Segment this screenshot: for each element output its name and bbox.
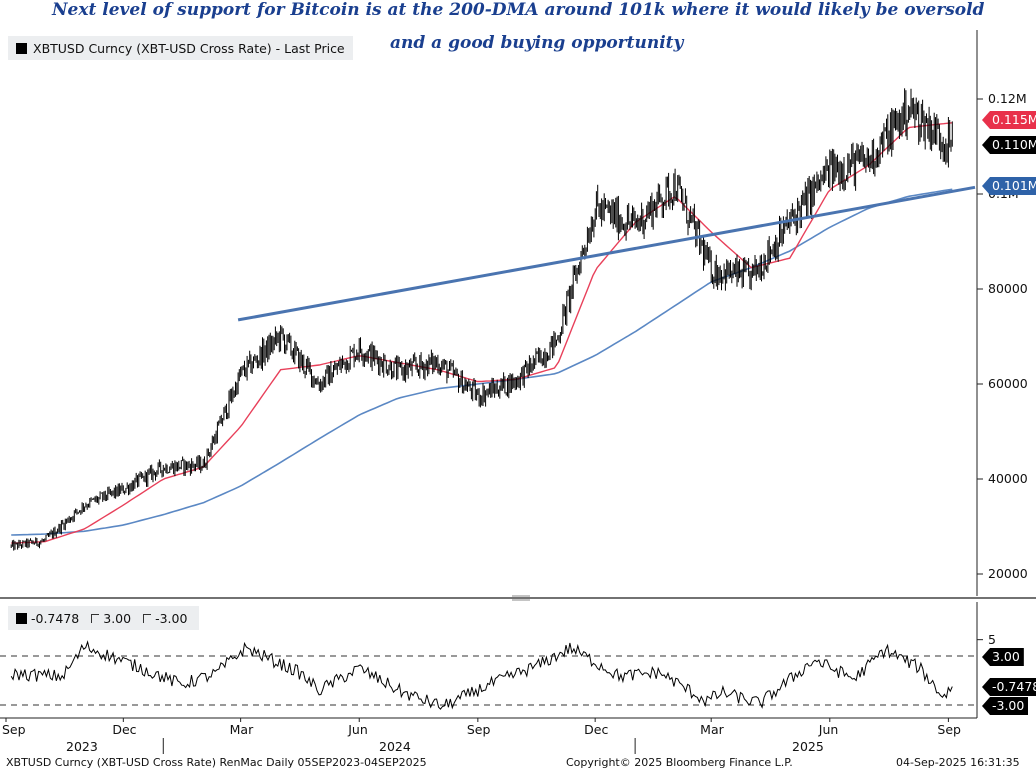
osc-legend-value: -0.7478	[31, 610, 80, 626]
x-year-label: 2025	[792, 739, 824, 754]
y-tick-label: 0.12M	[988, 91, 1027, 106]
trendline	[237, 185, 976, 322]
y-tick-label: 60000	[988, 376, 1028, 391]
osc-y-tick-label: 5	[988, 631, 996, 647]
y-tick-label: 20000	[988, 566, 1028, 581]
ma-short-tag: 0.115M	[982, 111, 1036, 129]
ma-long-line	[11, 188, 953, 536]
x-month-label: Jun	[818, 722, 839, 737]
annotation-line-2: and a good buying opportunity	[390, 33, 684, 53]
x-month-label: Sep	[2, 722, 26, 737]
axis-ticks	[5, 98, 983, 754]
ma-short-line	[11, 122, 953, 544]
x-month-label: Mar	[229, 722, 254, 737]
footer-left: XBTUSD Curncy (XBT-USD Cross Rate) RenMa…	[6, 756, 427, 769]
annotation-line-1: Next level of support for Bitcoin is at …	[52, 0, 985, 20]
osc-upper-tag: 3.00	[982, 648, 1024, 666]
price-bars	[10, 88, 953, 551]
x-month-label: Dec	[584, 722, 609, 737]
osc-legend-upper: 3.00	[103, 610, 132, 626]
oscillator-line	[10, 640, 953, 710]
x-month-label: Mar	[700, 722, 724, 737]
footer-center: Copyright© 2025 Bloomberg Finance L.P.	[566, 756, 793, 769]
x-month-label: Dec	[112, 722, 137, 737]
price-legend-swatch	[16, 42, 27, 54]
x-month-label: Sep	[466, 722, 491, 737]
x-month-label: Jun	[348, 722, 368, 737]
y-tick-label: 80000	[988, 281, 1028, 296]
main-legend: XBTUSD Curncy (XBT-USD Cross Rate) - Las…	[8, 36, 353, 60]
osc-legend-lower: -3.00	[155, 610, 188, 626]
upper-band-icon	[91, 613, 100, 623]
last-price-tag: 0.110M	[982, 136, 1036, 154]
main-legend-label: XBTUSD Curncy (XBT-USD Cross Rate) - Las…	[33, 40, 345, 56]
osc-lower-tag: -3.00	[982, 697, 1029, 715]
lower-band-icon	[143, 613, 152, 623]
osc-legend: -0.7478 3.00 -3.00	[8, 606, 200, 630]
footer-right: 04-Sep-2025 16:31:35	[896, 756, 1020, 769]
x-year-label: 2024	[379, 739, 411, 754]
series-layer	[10, 88, 976, 710]
x-month-label: Sep	[937, 722, 961, 737]
osc-reference-lines	[0, 655, 977, 706]
ma-long-tag: 0.101M	[982, 177, 1036, 195]
osc-legend-swatch	[16, 612, 27, 624]
y-tick-label: 40000	[988, 471, 1028, 486]
osc-last-tag: -0.7478	[982, 678, 1036, 696]
x-year-label: 2023	[66, 739, 98, 754]
